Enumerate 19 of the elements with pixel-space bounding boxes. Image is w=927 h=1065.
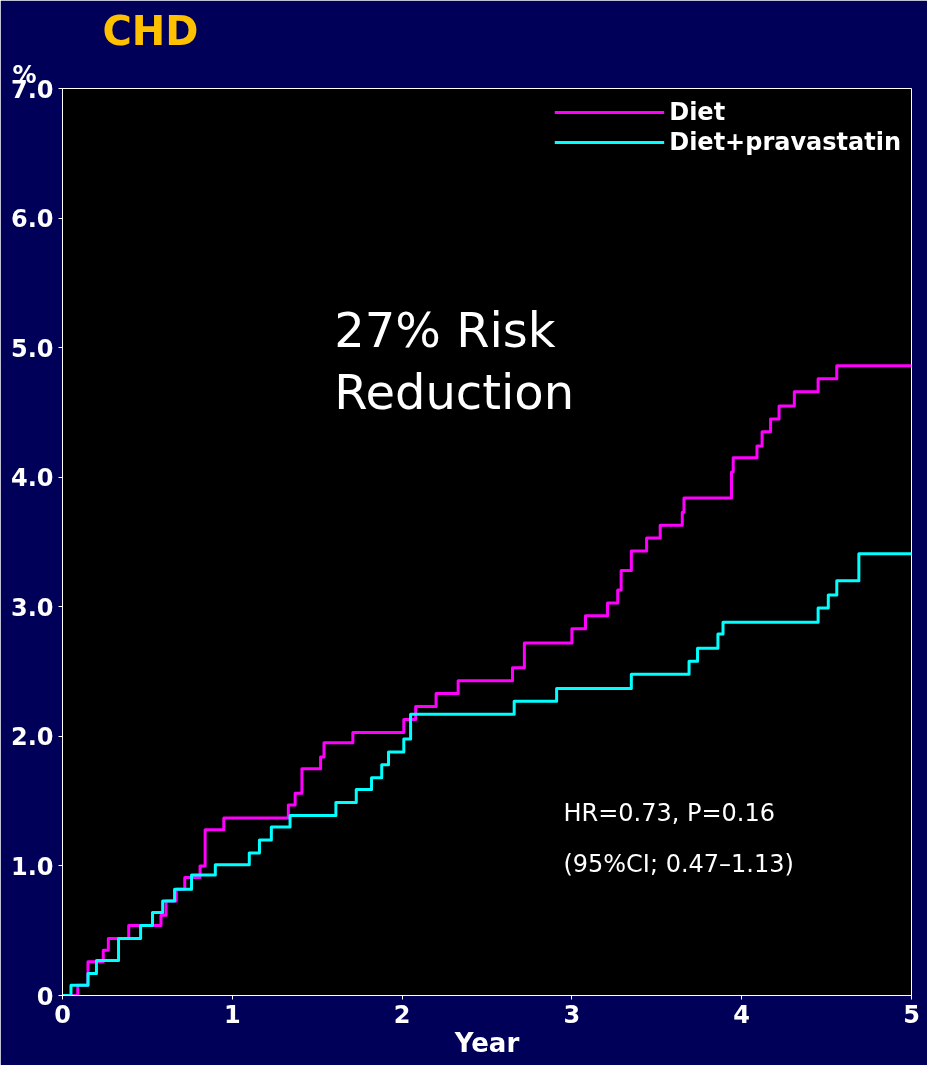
x-tick-label: 5 bbox=[903, 1000, 920, 1029]
x-axis-title: Year bbox=[453, 1027, 520, 1058]
chart-title: CHD bbox=[102, 7, 199, 54]
annotation: 27% Risk Reduction bbox=[334, 302, 575, 420]
y-tick-label: 5.0 bbox=[10, 334, 54, 363]
y-tick-label: 6.0 bbox=[10, 205, 54, 234]
x-tick-label: 1 bbox=[223, 1000, 241, 1029]
y-tick-label: 4.0 bbox=[10, 464, 54, 493]
annotation: (95%CI; 0.47–1.13) bbox=[563, 850, 794, 879]
legend-label: Diet bbox=[669, 98, 726, 126]
x-tick-label: 4 bbox=[733, 1000, 751, 1029]
y-tick-label: 2.0 bbox=[10, 723, 54, 752]
x-tick-label: 2 bbox=[393, 1000, 411, 1029]
y-tick-label: 1.0 bbox=[10, 852, 54, 881]
annotation: HR=0.73, P=0.16 bbox=[563, 798, 775, 827]
y-tick-label: 3.0 bbox=[10, 593, 54, 622]
legend-label: Diet+pravastatin bbox=[669, 128, 901, 156]
y-tick-label: 0 bbox=[36, 982, 54, 1011]
x-tick-label: 3 bbox=[563, 1000, 581, 1029]
